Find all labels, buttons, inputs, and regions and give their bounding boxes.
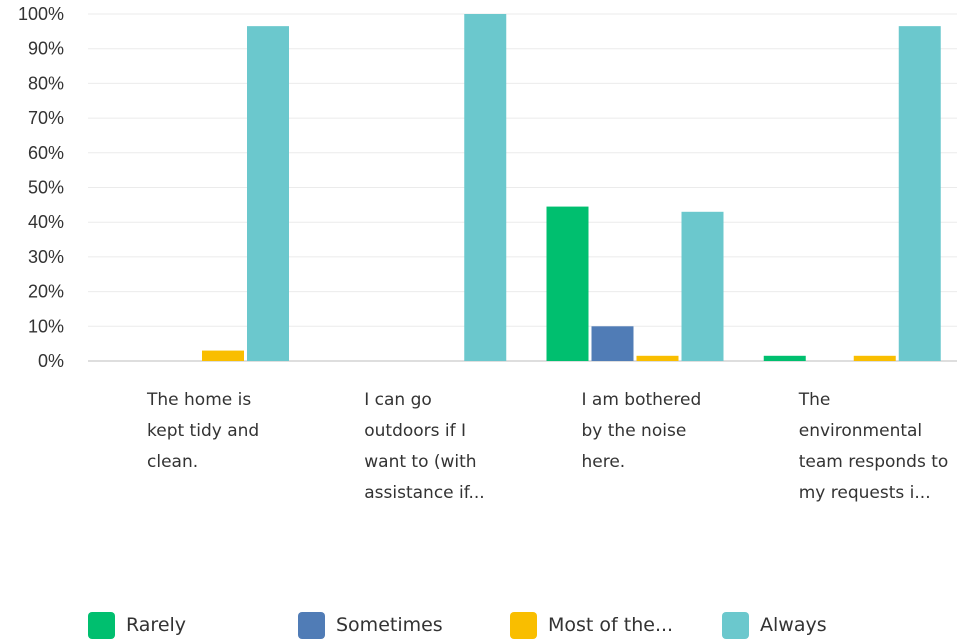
y-tick-label: 40% bbox=[28, 212, 64, 232]
legend-item[interactable]: Sometimes bbox=[298, 612, 443, 639]
category-label-line: environmental bbox=[799, 421, 922, 441]
bar-rarely bbox=[546, 206, 589, 361]
y-tick-label: 100% bbox=[18, 4, 64, 24]
category-label-line: kept tidy and bbox=[147, 421, 259, 441]
category-label-line: by the noise bbox=[582, 421, 687, 441]
category-label-line: here. bbox=[582, 452, 626, 472]
y-tick-label: 80% bbox=[28, 73, 64, 93]
bar-most-of-the bbox=[636, 355, 679, 361]
category-label-line: The home is bbox=[146, 390, 251, 410]
legend-label: Most of the... bbox=[548, 614, 674, 636]
category-label-line: outdoors if I bbox=[364, 421, 466, 441]
legend-item[interactable]: Most of the... bbox=[510, 612, 673, 639]
category-label: The environmental team responds to my reque… bbox=[798, 390, 949, 503]
bar-always bbox=[464, 14, 507, 361]
bars bbox=[202, 14, 941, 362]
y-tick-label: 30% bbox=[28, 247, 64, 267]
legend: Rarely Sometimes Most of the... Always bbox=[0, 612, 972, 642]
y-tick-label: 0% bbox=[38, 351, 64, 371]
legend-item[interactable]: Always bbox=[722, 612, 827, 639]
y-tick-label: 50% bbox=[28, 178, 64, 198]
category-label-line: my requests i... bbox=[799, 483, 931, 503]
legend-label: Sometimes bbox=[336, 614, 443, 636]
x-axis-labels: The home is kept tidy and clean. I can go ou… bbox=[146, 390, 948, 503]
y-tick-label: 70% bbox=[28, 108, 64, 128]
gridlines bbox=[88, 13, 957, 362]
bar-always bbox=[681, 211, 724, 361]
category-label: I am bothered by the noise here. bbox=[582, 390, 702, 472]
legend-item[interactable]: Rarely bbox=[88, 612, 186, 639]
y-tick-label: 20% bbox=[28, 282, 64, 302]
category-label-line: clean. bbox=[147, 452, 198, 472]
category-label-line: want to (with bbox=[364, 452, 476, 472]
bar-always bbox=[898, 26, 941, 362]
legend-swatch bbox=[298, 612, 325, 639]
category-label-line: I am bothered bbox=[582, 390, 702, 410]
legend-label: Rarely bbox=[126, 614, 187, 636]
category-label: The home is kept tidy and clean. bbox=[146, 390, 259, 472]
category-label-line: The bbox=[798, 390, 831, 410]
category-label-line: I can go bbox=[364, 390, 432, 410]
category-label: I can go outdoors if I want to (with assist… bbox=[364, 390, 484, 503]
category-label-line: assistance if... bbox=[364, 483, 484, 503]
bar-chart: 0% 10% 20% 30% 40% 50% 60% 70% 80% 90% 100% The ho… bbox=[18, 4, 957, 503]
bar-sometimes bbox=[591, 326, 634, 361]
bar-most-of-the bbox=[202, 350, 244, 361]
y-tick-label: 10% bbox=[28, 316, 64, 336]
bar-rarely bbox=[763, 355, 806, 361]
legend-swatch bbox=[722, 612, 749, 639]
y-tick-label: 90% bbox=[28, 39, 64, 59]
bar-always bbox=[247, 26, 289, 362]
y-axis-ticks: 0% 10% 20% 30% 40% 50% 60% 70% 80% 90% 100% bbox=[18, 4, 64, 371]
y-tick-label: 60% bbox=[28, 143, 64, 163]
bar-most-of-the bbox=[853, 355, 896, 361]
legend-label: Always bbox=[760, 614, 827, 636]
legend-swatch bbox=[88, 612, 115, 639]
category-label-line: team responds to bbox=[799, 452, 949, 472]
legend-swatch bbox=[510, 612, 537, 639]
